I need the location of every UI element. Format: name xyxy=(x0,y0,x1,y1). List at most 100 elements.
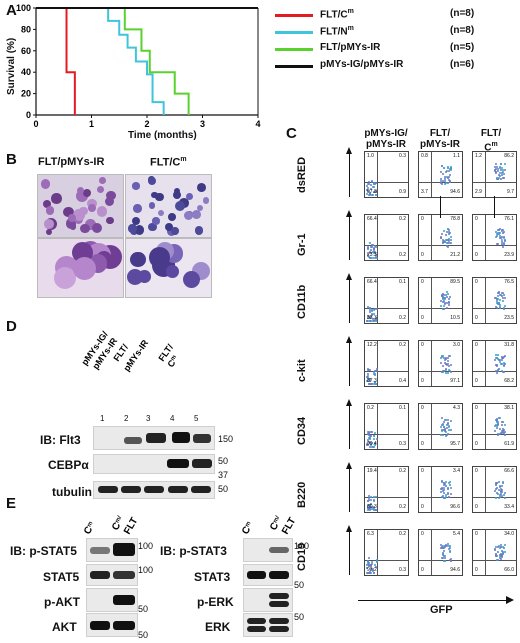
facs-event xyxy=(447,165,450,168)
facs-event xyxy=(448,239,451,242)
facs-event xyxy=(448,174,451,177)
facs-event xyxy=(502,296,505,299)
facs-event xyxy=(447,170,450,173)
stained-cell xyxy=(54,267,77,290)
facs-event xyxy=(375,307,378,310)
facs-event xyxy=(496,302,499,305)
facs-event xyxy=(366,506,369,509)
facs-event xyxy=(497,368,500,371)
facs-event xyxy=(496,235,499,238)
facs-event xyxy=(494,354,497,357)
facs-event xyxy=(369,382,372,385)
facs-event xyxy=(446,427,449,430)
facs-event xyxy=(375,246,378,249)
facs-event xyxy=(443,492,446,495)
facs-event xyxy=(443,357,446,360)
facs-event xyxy=(372,569,375,572)
facs-event xyxy=(445,295,448,298)
facs-event xyxy=(366,379,369,382)
facs-event xyxy=(496,419,499,422)
facs-event xyxy=(443,486,446,489)
facs-quadrant-value: 76.5 xyxy=(504,279,514,285)
facs-event xyxy=(499,417,502,420)
facs-event xyxy=(443,481,446,484)
facs-event xyxy=(373,505,376,508)
facs-event xyxy=(445,176,448,179)
facs-event xyxy=(495,235,498,238)
stained-cell xyxy=(137,270,151,283)
facs-event xyxy=(447,229,450,232)
facs-event xyxy=(502,551,505,554)
facs-event xyxy=(496,358,499,361)
legend-entry-flt-pmys: FLT/pMYs-IR (n=5) xyxy=(275,42,515,59)
facs-event xyxy=(366,375,369,378)
facs-event xyxy=(371,505,374,508)
facs-yaxis-arrowhead xyxy=(346,336,352,343)
facs-quadrant-value: 0.2 xyxy=(399,468,406,474)
facs-event xyxy=(444,434,447,437)
facs-quadrant-value: 0 xyxy=(421,504,424,510)
lane-5: 5 xyxy=(194,414,199,423)
legend-entry-flt-cm: FLT/Cm (n=8) xyxy=(275,8,515,25)
facs-event xyxy=(368,572,371,574)
facs-event xyxy=(369,308,372,311)
facs-event xyxy=(448,482,451,485)
facs-row-label: dsRED xyxy=(296,156,308,193)
facs-event xyxy=(440,356,443,359)
facs-event xyxy=(366,443,369,446)
facs-yaxis-arrow xyxy=(349,153,350,197)
facs-event xyxy=(368,433,371,436)
facs-quadrant-value: 23.9 xyxy=(504,252,514,258)
facs-quadrant-value: 0 xyxy=(475,279,478,285)
stained-cell xyxy=(133,204,142,213)
facs-quadrant-value: 0 xyxy=(475,531,478,537)
facs-quadrant-value: 12.2 xyxy=(367,342,377,348)
stained-cell xyxy=(45,206,55,215)
blot-e-stat5 xyxy=(86,564,138,586)
facs-event xyxy=(497,369,500,372)
stained-cell xyxy=(182,271,200,289)
facs-event xyxy=(497,551,500,554)
facs-quadrant-value: 66.4 xyxy=(367,279,377,285)
facs-event xyxy=(369,379,372,382)
facs-yaxis-arrow xyxy=(349,342,350,386)
facs-event xyxy=(503,497,506,500)
stained-cell xyxy=(148,202,156,210)
facs-event xyxy=(499,495,502,498)
facs-event xyxy=(502,420,505,423)
facs-quadrant-value: 9.7 xyxy=(507,189,514,195)
facs-plot: 0 89.5 0 10.5 xyxy=(418,277,463,324)
legend-label: FLT/Nm xyxy=(320,25,354,38)
facs-event xyxy=(501,423,504,426)
facs-quadrant-value: 0.2 xyxy=(399,531,406,537)
facs-event xyxy=(442,298,445,301)
facs-event xyxy=(447,304,450,307)
blot-e-label-stat5: STAT5 xyxy=(43,570,80,584)
facs-event xyxy=(503,238,506,241)
blot-e-label-erk: ERK xyxy=(205,620,231,634)
legend-label: pMYs-IG/pMYs-IR xyxy=(320,59,404,70)
facs-quadrant-value: 21.2 xyxy=(450,252,460,258)
facs-event xyxy=(375,509,378,511)
facs-event xyxy=(443,294,446,297)
facs-event xyxy=(500,239,503,242)
blot-d-label-tubulin: tubulin xyxy=(52,485,92,499)
facs-quadrant-value: 0 xyxy=(475,378,478,384)
facs-event xyxy=(495,163,498,165)
facs-event xyxy=(441,172,444,175)
facs-quadrant-value: 0 xyxy=(421,315,424,321)
facs-event xyxy=(447,239,450,242)
facs-quadrant-value: 31.8 xyxy=(504,342,514,348)
facs-event xyxy=(502,307,505,310)
facs-event xyxy=(440,180,443,183)
facs-event xyxy=(447,491,450,494)
facs-event xyxy=(369,251,372,254)
facs-plot: 0.8 1.1 3.7 94.6 xyxy=(418,151,463,198)
facs-event xyxy=(499,543,502,546)
facs-quadrant-value: 0 xyxy=(421,216,424,222)
facs-event xyxy=(443,489,446,492)
facs-event xyxy=(368,437,371,440)
facs-event xyxy=(440,354,443,357)
facs-event xyxy=(372,383,375,385)
facs-event xyxy=(502,356,505,359)
